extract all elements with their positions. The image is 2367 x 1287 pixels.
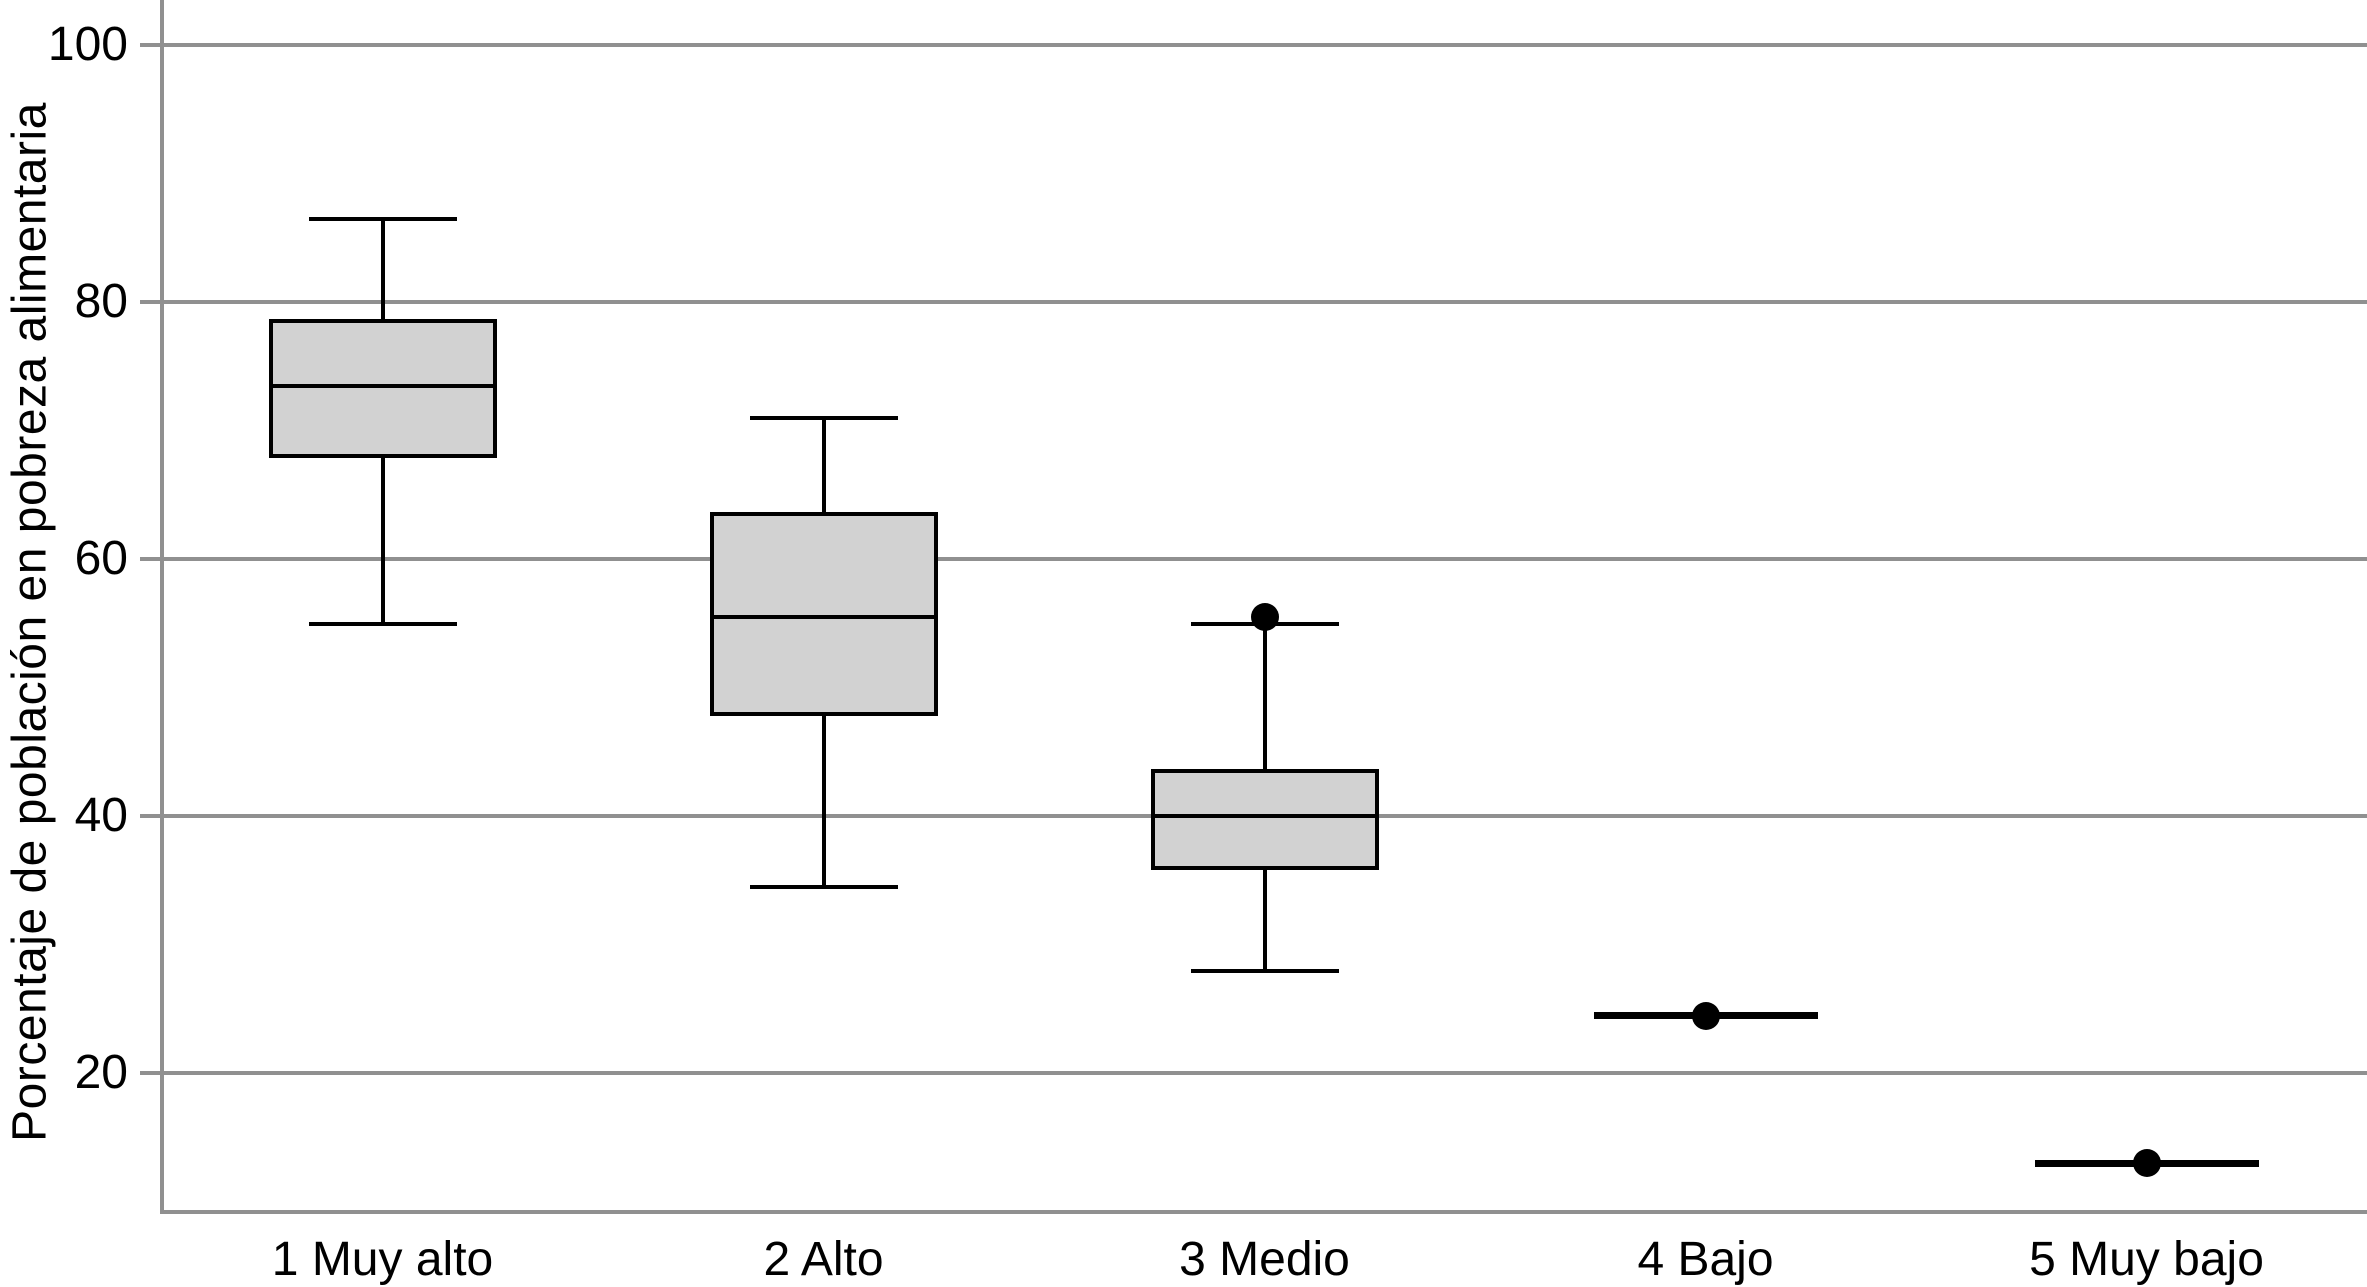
- whisker-cap-bottom: [308, 621, 457, 626]
- x-category-label: 2 Alto: [763, 1233, 884, 1286]
- whisker-cap-top: [308, 216, 457, 221]
- outlier-dot: [2132, 1149, 2161, 1178]
- iqr-box: [709, 512, 938, 716]
- whisker-stem-top: [821, 417, 826, 515]
- x-category-label: 5 Muy bajo: [2029, 1233, 2264, 1286]
- whisker-stem-top: [1262, 623, 1267, 772]
- median-line: [270, 383, 495, 388]
- iqr-box: [268, 319, 497, 459]
- x-category-label: 3 Medio: [1179, 1233, 1350, 1286]
- y-gridline: [140, 43, 2367, 47]
- y-tick-label: 80: [74, 275, 128, 329]
- iqr-box: [1150, 769, 1379, 870]
- whisker-stem-top: [380, 218, 385, 322]
- whisker-stem-bottom: [380, 456, 385, 624]
- whisker-cap-bottom: [1190, 968, 1339, 973]
- x-axis-line: [160, 1210, 2367, 1214]
- y-gridline: [140, 300, 2367, 305]
- y-tick-label: 60: [74, 532, 128, 586]
- median-line: [711, 615, 936, 620]
- y-axis-line: [160, 0, 164, 1214]
- y-axis-title: Porcentaje de población en pobreza alime…: [3, 102, 57, 1142]
- median-line: [1152, 814, 1377, 819]
- x-category-label: 4 Bajo: [1637, 1233, 1774, 1286]
- whisker-cap-bottom: [749, 885, 898, 890]
- outlier-dot: [1250, 603, 1279, 632]
- whisker-stem-bottom: [1262, 867, 1267, 971]
- x-category-label: 1 Muy alto: [271, 1233, 494, 1286]
- whisker-stem-bottom: [821, 713, 826, 888]
- whisker-cap-top: [749, 415, 898, 420]
- y-gridline: [140, 1071, 2367, 1076]
- y-tick-label: 100: [47, 18, 128, 71]
- y-gridline: [140, 557, 2367, 562]
- outlier-dot: [1691, 1001, 1720, 1030]
- y-tick-label: 20: [74, 1046, 128, 1100]
- y-tick-label: 40: [74, 789, 128, 843]
